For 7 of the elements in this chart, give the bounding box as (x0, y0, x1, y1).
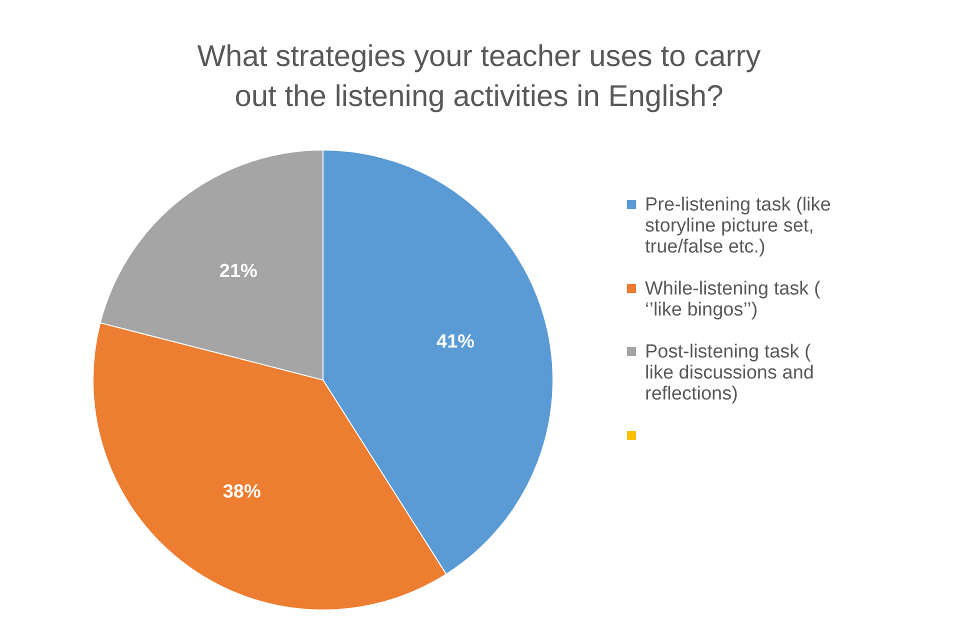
legend-label: Pre-listening task (like storyline picture set, true/false etc.) (645, 194, 831, 258)
data-label: 41% (436, 332, 475, 352)
chart-title: What strategies your teacher uses to carry out the listening activities in English? (197, 40, 761, 113)
data-label: 38% (222, 482, 262, 503)
legend-label: Post-listening task ( like discussions and reflections) (645, 342, 814, 404)
legend-label: While-listening task ( ‘’like bingos’’) (645, 278, 821, 320)
data-label: 21% (219, 260, 258, 282)
